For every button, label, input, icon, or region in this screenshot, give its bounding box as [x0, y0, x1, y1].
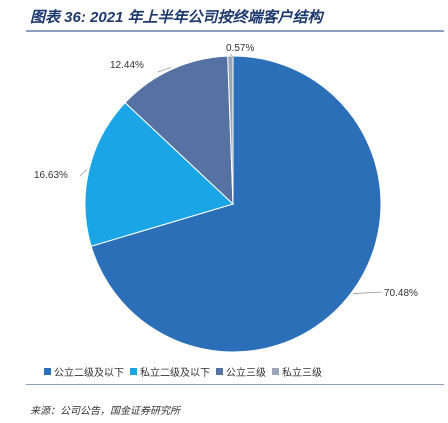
legend-label-1: 公立二级及以下: [54, 368, 124, 379]
legend-swatch-3: [216, 368, 223, 375]
bottom-divider: [26, 384, 444, 385]
pie-slice-4: [227, 55, 234, 205]
legend-item-4: 私立三级: [272, 364, 322, 379]
source-note: 来源：公司公告，国金证券研究所: [30, 406, 180, 417]
legend-item-2: 私立二级及以下: [130, 364, 210, 379]
pie-slice-3: [124, 55, 234, 206]
legend-label-4: 私立三级: [282, 368, 322, 379]
pie-slice-2: [84, 101, 234, 247]
leader-line-1: [353, 291, 383, 295]
figure-title: 图表 36: 2021 年上半年公司按终端客户结构: [30, 9, 323, 26]
legend-item-1: 公立二级及以下: [44, 364, 124, 379]
legend-item-3: 公立三级: [216, 364, 266, 379]
leader-line-4: [230, 53, 234, 58]
chart-legend: 公立二级及以下 私立二级及以下 公立三级 私立三级: [44, 364, 322, 379]
leader-line-2: [79, 169, 88, 177]
legend-label-2: 私立二级及以下: [140, 368, 210, 379]
slice-label-4: 0.57%: [226, 43, 254, 54]
legend-swatch-4: [272, 368, 279, 375]
slice-label-1: 70.48%: [384, 288, 418, 299]
slice-label-3: 12.44%: [110, 60, 144, 71]
pie-slice-1: [90, 55, 382, 353]
title-divider: [26, 30, 444, 32]
legend-swatch-2: [130, 368, 137, 375]
legend-label-3: 公立三级: [226, 368, 266, 379]
legend-swatch-1: [44, 368, 51, 375]
leader-line-3: [157, 67, 172, 73]
slice-label-2: 16.63%: [34, 170, 68, 181]
